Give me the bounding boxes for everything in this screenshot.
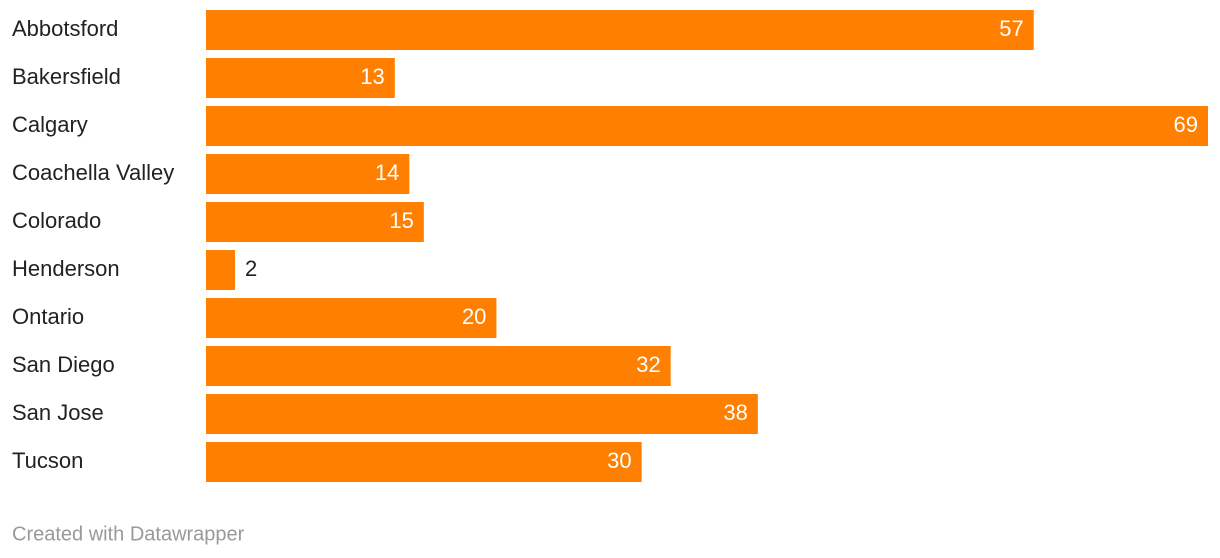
category-label: San Diego [12,352,115,377]
bar [206,250,236,290]
category-label: Coachella Valley [12,160,174,185]
value-label: 69 [1174,112,1198,137]
bar [206,58,395,98]
bar [206,202,424,242]
bar [206,106,1208,146]
credit: Created with Datawrapper [12,523,245,545]
value-label: 14 [375,160,399,185]
bar [206,298,497,338]
value-label: 38 [723,400,747,425]
category-label: Bakersfield [12,64,121,89]
bar [206,442,642,482]
value-label: 13 [360,64,384,89]
category-label: Colorado [12,208,101,233]
value-label: 32 [636,352,660,377]
bar [206,154,410,194]
bar [206,394,758,434]
value-label: 20 [462,304,486,329]
value-label: 57 [999,16,1023,41]
value-label: 30 [607,448,631,473]
bar [206,346,671,386]
category-label: Ontario [12,304,84,329]
category-label: Henderson [12,256,120,281]
value-label: 15 [389,208,413,233]
category-label: Abbotsford [12,16,118,41]
category-label: Tucson [12,448,83,473]
bar [206,10,1034,50]
category-label: Calgary [12,112,88,137]
value-label: 2 [245,256,257,281]
category-label: San Jose [12,400,104,425]
